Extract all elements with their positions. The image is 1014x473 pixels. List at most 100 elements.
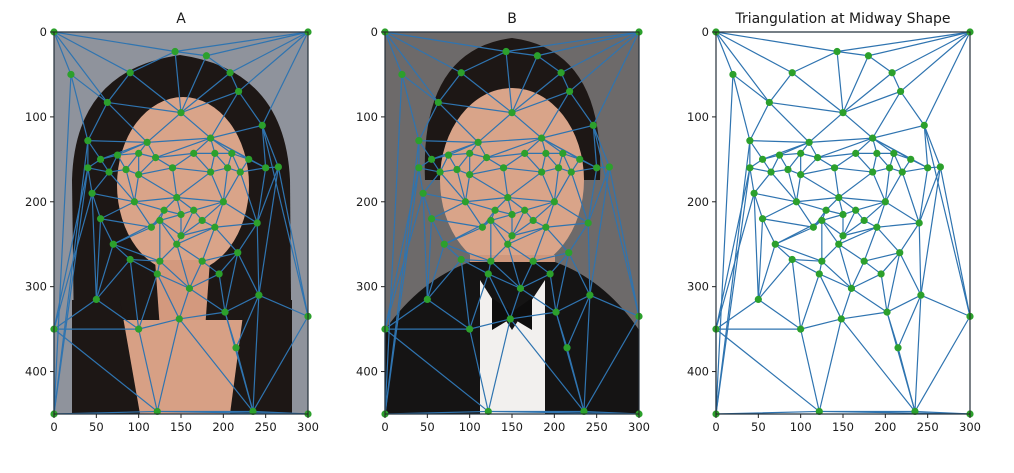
landmark-points-b	[381, 28, 643, 418]
landmark-point	[869, 134, 877, 142]
mesh-edge	[133, 174, 140, 203]
mesh-edge	[833, 167, 874, 173]
mesh-edge	[53, 73, 72, 415]
y-tick-label: 100	[687, 110, 709, 124]
panel-title-midway: Triangulation at Midway Shape	[734, 11, 950, 27]
mesh-edge	[176, 243, 203, 262]
mesh-edge	[511, 90, 571, 114]
mesh-edge	[850, 287, 888, 313]
mesh-edge	[840, 318, 916, 413]
mesh-edge	[787, 168, 798, 203]
mesh-edge	[252, 315, 309, 413]
landmark-point	[767, 168, 775, 176]
landmark-point	[758, 155, 767, 163]
mesh-edge	[384, 328, 489, 413]
landmark-point	[122, 165, 130, 174]
landmark-point	[255, 291, 263, 299]
mesh-edge	[261, 124, 279, 168]
x-tick-label: 250	[586, 420, 608, 434]
landmark-point	[873, 223, 881, 231]
mesh-edge	[836, 31, 971, 53]
landmark-point	[883, 308, 891, 316]
landmark-point	[911, 407, 919, 416]
landmark-point	[896, 249, 904, 257]
mesh-edge	[53, 328, 158, 413]
mesh-edge	[761, 218, 814, 228]
mesh-edge	[587, 166, 610, 224]
mesh-edge	[519, 273, 551, 289]
mesh-edge	[384, 167, 420, 330]
mesh-edge	[923, 31, 971, 126]
landmark-point	[126, 69, 134, 77]
mesh-edge	[587, 167, 598, 224]
mesh-edge	[125, 168, 136, 203]
mesh-edge	[235, 347, 254, 413]
x-tick-label: 300	[297, 420, 319, 434]
mesh-edge	[384, 298, 428, 330]
landmark-point	[822, 206, 830, 214]
mesh-edge	[715, 192, 755, 330]
mesh-edge	[507, 226, 547, 245]
mesh-edge	[886, 294, 922, 313]
mesh-edge	[923, 124, 941, 168]
mesh-edge	[174, 31, 309, 53]
mesh-edge	[180, 72, 231, 114]
mesh-edge	[770, 171, 798, 203]
landmark-point	[589, 121, 597, 129]
mesh-edge	[749, 140, 764, 160]
mesh-edge	[863, 201, 886, 222]
mesh-edge	[774, 243, 823, 262]
landmark-point	[105, 168, 113, 176]
mesh-edge	[555, 294, 591, 313]
landmark-point	[202, 52, 210, 60]
landmark-point	[177, 109, 185, 117]
landmark-point	[143, 138, 151, 146]
landmark-point	[223, 164, 232, 172]
landmark-point	[746, 137, 754, 145]
landmark-point	[198, 257, 206, 265]
landmark-point	[896, 87, 905, 96]
mesh-edge	[229, 31, 309, 74]
mesh-edge	[897, 294, 922, 349]
mesh-edge	[842, 72, 893, 114]
mesh-edge	[401, 73, 420, 142]
landmark-point	[211, 149, 219, 157]
mesh-edge	[821, 213, 844, 222]
x-tick-label: 150	[170, 420, 192, 434]
x-tick-label: 0	[381, 420, 388, 434]
mesh-edge	[821, 219, 844, 237]
mesh-edge	[749, 167, 755, 194]
mesh-edge	[384, 73, 403, 415]
x-tick-label: 300	[959, 420, 981, 434]
mesh-edge	[159, 213, 182, 222]
landmark-point	[483, 154, 491, 162]
landmark-point	[542, 223, 550, 231]
mesh-edge	[821, 260, 853, 289]
mesh-edge	[608, 166, 640, 317]
mesh-edge	[430, 218, 445, 245]
mesh-edge	[133, 196, 178, 203]
landmark-point	[153, 270, 161, 278]
landmark-point	[502, 47, 510, 56]
mesh-edge	[914, 315, 971, 413]
mesh-edge	[256, 222, 260, 296]
mesh-edge	[437, 101, 513, 114]
mesh-edge	[863, 226, 878, 262]
mesh-edge	[156, 273, 191, 289]
landmark-point	[847, 284, 856, 292]
landmark-point	[440, 240, 448, 248]
mesh-edge	[541, 171, 555, 203]
mesh-edge	[816, 137, 874, 159]
mesh-edge	[214, 201, 224, 228]
mesh-edge	[891, 31, 971, 74]
mesh-edge	[897, 347, 916, 413]
landmark-point	[499, 164, 508, 172]
mesh-edge	[469, 318, 511, 330]
mesh-edge	[159, 260, 191, 289]
mesh-edge	[490, 213, 513, 222]
mesh-edge	[715, 31, 770, 104]
panel-title-a: A	[176, 11, 186, 27]
mesh-edge	[715, 31, 793, 74]
y-tick-label: 200	[25, 195, 47, 209]
landmark-point	[171, 47, 179, 56]
